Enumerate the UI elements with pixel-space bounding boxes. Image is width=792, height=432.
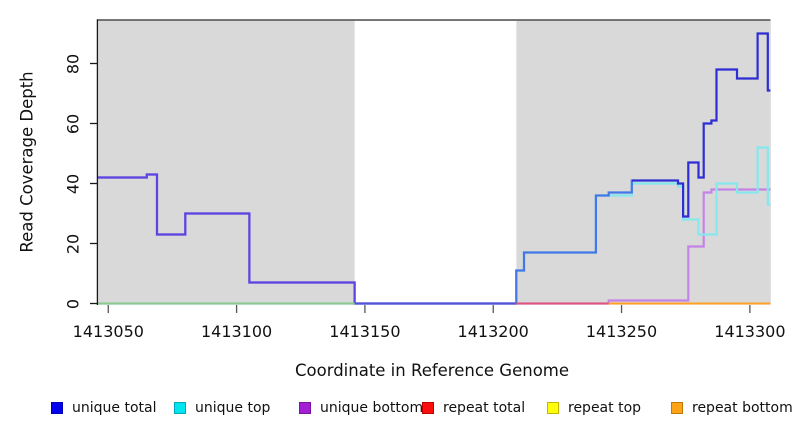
x-tick-label: 1413250 [585, 322, 658, 341]
zero-coverage-gap-region [354, 20, 517, 305]
x-tick-label: 1413100 [200, 322, 273, 341]
legend-item-repeat-bottom: repeat bottom [671, 399, 792, 417]
unique-total-line-segment-3 [631, 32, 771, 218]
legend-item-unique-bottom: unique bottom [299, 399, 423, 417]
unique-total-line-segment-2 [515, 179, 633, 305]
y-tick-label: 20 [63, 233, 83, 254]
y-tick-label: 80 [63, 53, 83, 74]
y-tick-label: 0 [63, 298, 83, 309]
y-tick-label: 60 [63, 113, 83, 134]
legend-label: unique top [195, 400, 271, 416]
unique-total-swatch-icon [51, 402, 63, 414]
legend-item-unique-total: unique total [51, 399, 156, 417]
x-tick-label: 1413300 [714, 322, 786, 341]
legend-item-repeat-total: repeat total [422, 399, 525, 417]
unique-total-line-segment-0 [98, 173, 356, 305]
x-axis-title: Coordinate in Reference Genome [294, 361, 570, 380]
legend-label: unique bottom [320, 400, 424, 416]
legend-label: repeat top [568, 400, 642, 416]
legend-label: repeat bottom [692, 400, 792, 416]
chart-legend: unique total unique top unique bottom re… [0, 399, 792, 419]
legend-item-unique-top: unique top [174, 399, 270, 417]
y-axis-title: Read Coverage Depth [17, 71, 37, 253]
repeat-bottom-swatch-icon [671, 402, 683, 414]
legend-label: repeat total [443, 400, 526, 416]
x-tick-label: 1413200 [457, 322, 529, 341]
legend-label: unique total [72, 400, 157, 416]
unique-top-swatch-icon [174, 402, 186, 414]
y-tick-label: 40 [63, 173, 83, 194]
repeat-top-swatch-icon [547, 402, 559, 414]
x-tick-label: 1413150 [329, 322, 401, 341]
repeat-total-swatch-icon [422, 402, 434, 414]
unique-bottom-swatch-icon [299, 402, 311, 414]
legend-item-repeat-top: repeat top [547, 399, 641, 417]
x-tick-label: 1413050 [72, 322, 144, 341]
